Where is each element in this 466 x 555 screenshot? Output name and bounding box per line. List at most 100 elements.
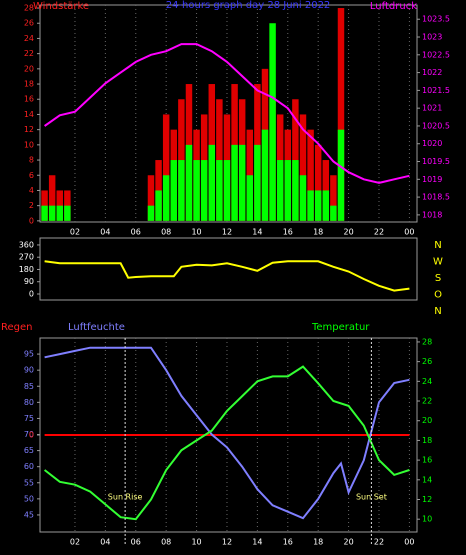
y-tick-label: 2 [29,201,34,210]
bar [64,205,71,221]
x-tick-label: 20 [343,228,353,237]
bar [170,160,178,221]
y-tick-label: 50 [24,494,34,503]
y3-tick-label: 0 [29,431,34,440]
y2-tick-label: 1019.5 [422,157,450,166]
bar [155,190,162,221]
y-tick-label: 18 [24,80,34,89]
bar [200,160,208,221]
bar [299,175,307,221]
bar [330,205,337,221]
bar [337,129,345,221]
bar [216,160,223,221]
bar [299,114,307,221]
line [44,260,410,292]
y2-tick-label: 14 [422,475,432,484]
x-tick-label: 04 [100,228,110,237]
x-tick-label: 12 [222,538,232,547]
y-tick-label: 20 [24,64,34,73]
x-tick-label: 16 [283,538,293,547]
plot-frame [39,4,418,223]
y-tick-label: 24 [24,34,34,43]
bar [322,190,330,221]
bar [330,175,337,221]
line [44,43,410,184]
y2-axis-label: Temperatur [311,322,370,333]
y-tick-label: 14 [24,110,34,119]
y-tick-label: 90 [24,277,34,286]
y-tick-label: 95 [24,350,34,359]
y-tick-label: 4 [29,186,34,195]
y-tick-label: 60 [24,462,34,471]
y3-axis-label: Regen [1,322,33,333]
y-tick-label: 180 [19,265,34,274]
y-tick-label: 0 [29,290,34,299]
x-tick-label: 08 [161,538,171,547]
y2-tick-label: 28 [422,337,432,346]
y2-tick-label: 1019 [422,175,442,184]
y2-tick-label: 18 [422,436,432,445]
bar [162,175,170,221]
bar [231,144,238,221]
y2-tick-label: 20 [422,416,432,425]
y2-tick-label: 1018 [422,210,442,219]
y-tick-label: 85 [24,382,34,391]
direction-label: W [433,257,443,268]
y-tick-label: 0 [29,216,34,225]
y-tick-label: 26 [24,19,34,28]
x-tick-label: 04 [100,538,110,547]
bar [223,160,231,221]
bar [178,160,185,221]
bar [185,144,193,221]
y-tick-label: 90 [24,366,34,375]
bar [314,144,322,221]
y-tick-label: 70 [24,430,34,439]
y2-tick-label: 16 [422,456,432,465]
y2-tick-label: 1021 [422,104,442,113]
x-tick-label: 14 [252,228,262,237]
bar [193,160,200,221]
y2-tick-label: 26 [422,357,432,366]
bar [147,205,155,221]
y-tick-label: 8 [29,156,34,165]
y-axis-label: Windstärke [33,1,89,12]
annotation: Sun Set [356,493,387,502]
x-tick-label: 06 [131,228,141,237]
x-tick-label: 02 [70,228,80,237]
direction-label: S [435,273,441,284]
bar [48,175,56,221]
bar [314,190,322,221]
x-tick-label: 00 [404,228,414,237]
y2-tick-label: 12 [422,495,432,504]
y-tick-label: 12 [24,125,34,134]
bar [56,205,63,221]
bar [246,175,254,221]
bar [337,8,345,221]
y2-tick-label: 1020 [422,139,442,148]
y-tick-label: 75 [24,414,34,423]
bar [307,129,314,221]
bar [238,144,246,221]
x-tick-label: 20 [343,538,353,547]
y2-tick-label: 10 [422,515,432,524]
y-axis-label: Luftfeuchte [68,322,125,333]
y-tick-label: 55 [24,478,34,487]
y-tick-label: 270 [19,253,34,262]
y2-tick-label: 22 [422,397,432,406]
bar [292,160,299,221]
y2-tick-label: 1023.5 [422,15,450,24]
bar [48,205,56,221]
chart-title: 24-hours graph day 28 Juni 2022 [166,0,331,11]
x-tick-label: 12 [222,228,232,237]
y2-tick-label: 1021.5 [422,86,450,95]
y2-tick-label: 1018.5 [422,193,450,202]
y-tick-label: 22 [24,49,34,58]
x-tick-label: 18 [313,228,323,237]
y2-tick-label: 1022 [422,68,442,77]
x-tick-label: 22 [374,228,384,237]
x-tick-label: 14 [252,538,262,547]
y2-axis-label: Luftdruck [370,1,417,12]
y-tick-label: 45 [24,510,34,519]
